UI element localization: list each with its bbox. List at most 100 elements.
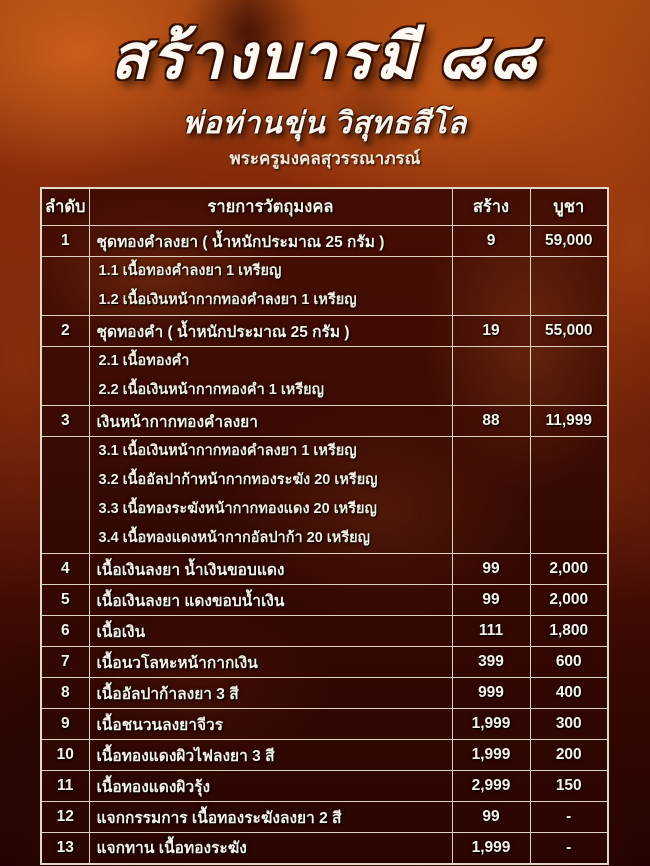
- table-row: 2 ชุดทองคำ ( น้ำหนักประมาณ 25 กรัม ) 19 55,…: [40, 315, 609, 347]
- made-cell: 99: [451, 553, 531, 585]
- order-cell-empty: [40, 346, 90, 406]
- amulet-price-table: ลำดับ รายการวัตถุมงคล สร้าง บูชา 1 ชุดทองคำล…: [40, 187, 609, 865]
- order-cell: 7: [40, 646, 90, 678]
- order-cell: 1: [40, 225, 90, 257]
- table-row: 6 เนื้อเงิน 111 1,800: [40, 615, 609, 647]
- item-cell: เงินหน้ากากทองคำลงยา: [88, 405, 453, 437]
- order-cell: 9: [40, 708, 90, 740]
- sub-item: 2.2 เนื้อเงินหน้ากากทองคำ 1 เหรียญ: [98, 382, 325, 398]
- made-cell: 99: [451, 801, 531, 833]
- table-row: 8 เนื้ออัลปาก้าลงยา 3 สี 999 400: [40, 677, 609, 709]
- amulet-table-header-row: ลำดับ รายการวัตถุมงคล สร้าง บูชา: [40, 187, 609, 226]
- price-cell-empty: [529, 346, 609, 406]
- order-cell: 8: [40, 677, 90, 709]
- sub-items-row: 2.1 เนื้อทองคำ 2.2 เนื้อเงินหน้ากากทองคำ …: [40, 346, 609, 406]
- price-cell: 11,999: [529, 405, 609, 437]
- made-cell: 2,999: [451, 770, 531, 802]
- item-cell: เนื้อเงินลงยา น้ำเงินขอบแดง: [88, 553, 453, 585]
- item-cell: เนื้อทองแดงผิวไฟลงยา 3 สี: [88, 739, 453, 771]
- made-cell-empty: [451, 346, 531, 406]
- made-cell: 1,999: [451, 739, 531, 771]
- table-row: 7 เนื้อนวโลหะหน้ากากเงิน 399 600: [40, 646, 609, 678]
- order-cell: 3: [40, 405, 90, 437]
- item-cell: ชุดทองคำ ( น้ำหนักประมาณ 25 กรัม ): [88, 315, 453, 347]
- made-cell: 88: [451, 405, 531, 437]
- price-cell: -: [529, 832, 609, 864]
- item-cell: แจกกรรมการ เนื้อทองระฆังลงยา 2 สี: [88, 801, 453, 833]
- item-cell: เนื้อทองแดงผิวรุ้ง: [88, 770, 453, 802]
- order-cell: 4: [40, 553, 90, 585]
- order-cell: 2: [40, 315, 90, 347]
- order-cell: 10: [40, 739, 90, 771]
- table-row: 1 ชุดทองคำลงยา ( น้ำหนักประมาณ 25 กรัม ) 9…: [40, 225, 609, 257]
- order-cell-empty: [40, 256, 90, 316]
- price-cell: 600: [529, 646, 609, 678]
- made-cell: 1,999: [451, 832, 531, 864]
- order-cell: 13: [40, 832, 90, 864]
- made-cell: 399: [451, 646, 531, 678]
- made-cell: 999: [451, 677, 531, 709]
- table-row: 5 เนื้อเงินลงยา แดงขอบน้ำเงิน 99 2,000: [40, 584, 609, 616]
- sub-items-row: 1.1 เนื้อทองคำลงยา 1 เหรียญ 1.2 เนื้อเงิน…: [40, 256, 609, 316]
- made-cell-empty: [451, 256, 531, 316]
- item-cell: ชุดทองคำลงยา ( น้ำหนักประมาณ 25 กรัม ): [88, 225, 453, 257]
- price-cell: 59,000: [529, 225, 609, 257]
- monk-ecclesiastical-title: พระครูมงคลสุวรรณาภรณ์: [229, 149, 421, 168]
- column-header: ลำดับ: [40, 187, 90, 226]
- monk-name: พ่อท่านขุ่น วิสุทธสีโล: [182, 107, 468, 140]
- order-cell: 5: [40, 584, 90, 616]
- order-cell: 12: [40, 801, 90, 833]
- made-cell-empty: [451, 436, 531, 554]
- order-cell: 6: [40, 615, 90, 647]
- sub-item: 1.2 เนื้อเงินหน้ากากทองคำลงยา 1 เหรียญ: [98, 292, 357, 308]
- item-cell: แจกทาน เนื้อทองระฆัง: [88, 832, 453, 864]
- sub-items-cell: 3.1 เนื้อเงินหน้ากากทองคำลงยา 1 เหรียญ 3.…: [88, 436, 453, 554]
- column-header: บูชา: [529, 187, 609, 226]
- sub-item: 3.1 เนื้อเงินหน้ากากทองคำลงยา 1 เหรียญ: [98, 443, 357, 459]
- price-cell: 1,800: [529, 615, 609, 647]
- sub-items-row: 3.1 เนื้อเงินหน้ากากทองคำลงยา 1 เหรียญ 3.…: [40, 436, 609, 554]
- table-row: 13 แจกทาน เนื้อทองระฆัง 1,999-: [40, 832, 609, 864]
- made-cell: 1,999: [451, 708, 531, 740]
- table-row: 12 แจกกรรมการ เนื้อทองระฆังลงยา 2 สี 99-: [40, 801, 609, 833]
- sub-items-cell: 1.1 เนื้อทองคำลงยา 1 เหรียญ 1.2 เนื้อเงิน…: [88, 256, 453, 316]
- price-cell: 300: [529, 708, 609, 740]
- item-cell: เนื้อนวโลหะหน้ากากเงิน: [88, 646, 453, 678]
- price-cell: 2,000: [529, 553, 609, 585]
- item-cell: เนื้ออัลปาก้าลงยา 3 สี: [88, 677, 453, 709]
- price-cell: 55,000: [529, 315, 609, 347]
- price-cell: -: [529, 801, 609, 833]
- made-cell: 111: [451, 615, 531, 647]
- table-row: 10 เนื้อทองแดงผิวไฟลงยา 3 สี 1,999 200: [40, 739, 609, 771]
- order-cell: 11: [40, 770, 90, 802]
- sub-item: 3.2 เนื้ออัลปาก้าหน้ากากทองระฆัง 20 เหรี…: [98, 472, 378, 488]
- table-row: 9 เนื้อชนวนลงยาจีวร 1,999 300: [40, 708, 609, 740]
- price-cell: 2,000: [529, 584, 609, 616]
- column-header: สร้าง: [451, 187, 531, 226]
- order-cell-empty: [40, 436, 90, 554]
- made-cell: 99: [451, 584, 531, 616]
- price-cell: 200: [529, 739, 609, 771]
- sub-item: 1.1 เนื้อทองคำลงยา 1 เหรียญ: [98, 263, 282, 279]
- sub-items-cell: 2.1 เนื้อทองคำ 2.2 เนื้อเงินหน้ากากทองคำ …: [88, 346, 453, 406]
- table-row: 3 เงินหน้ากากทองคำลงยา 88 11,999: [40, 405, 609, 437]
- made-cell: 19: [451, 315, 531, 347]
- price-cell-empty: [529, 256, 609, 316]
- sub-item: 3.3 เนื้อทองระฆังหน้ากากทองแดง 20 เหรียญ: [98, 501, 377, 517]
- item-cell: เนื้อชนวนลงยาจีวร: [88, 708, 453, 740]
- price-cell: 400: [529, 677, 609, 709]
- page-title: สร้างบารมี ๘๘: [110, 24, 540, 92]
- sub-item: 3.4 เนื้อทองแดงหน้ากากอัลปาก้า 20 เหรียญ: [98, 530, 370, 546]
- table-row: 11 เนื้อทองแดงผิวรุ้ง 2,999 150: [40, 770, 609, 802]
- item-cell: เนื้อเงิน: [88, 615, 453, 647]
- amulet-table-body: 1 ชุดทองคำลงยา ( น้ำหนักประมาณ 25 กรัม ) 9…: [40, 225, 609, 864]
- made-cell: 9: [451, 225, 531, 257]
- column-header: รายการวัตถุมงคล: [88, 187, 453, 226]
- price-cell: 150: [529, 770, 609, 802]
- item-cell: เนื้อเงินลงยา แดงขอบน้ำเงิน: [88, 584, 453, 616]
- masthead: สร้างบารมี ๘๘ พ่อท่านขุ่น วิสุทธสีโล พระ…: [0, 0, 650, 170]
- table-row: 4 เนื้อเงินลงยา น้ำเงินขอบแดง 99 2,000: [40, 553, 609, 585]
- price-cell-empty: [529, 436, 609, 554]
- sub-item: 2.1 เนื้อทองคำ: [98, 353, 190, 369]
